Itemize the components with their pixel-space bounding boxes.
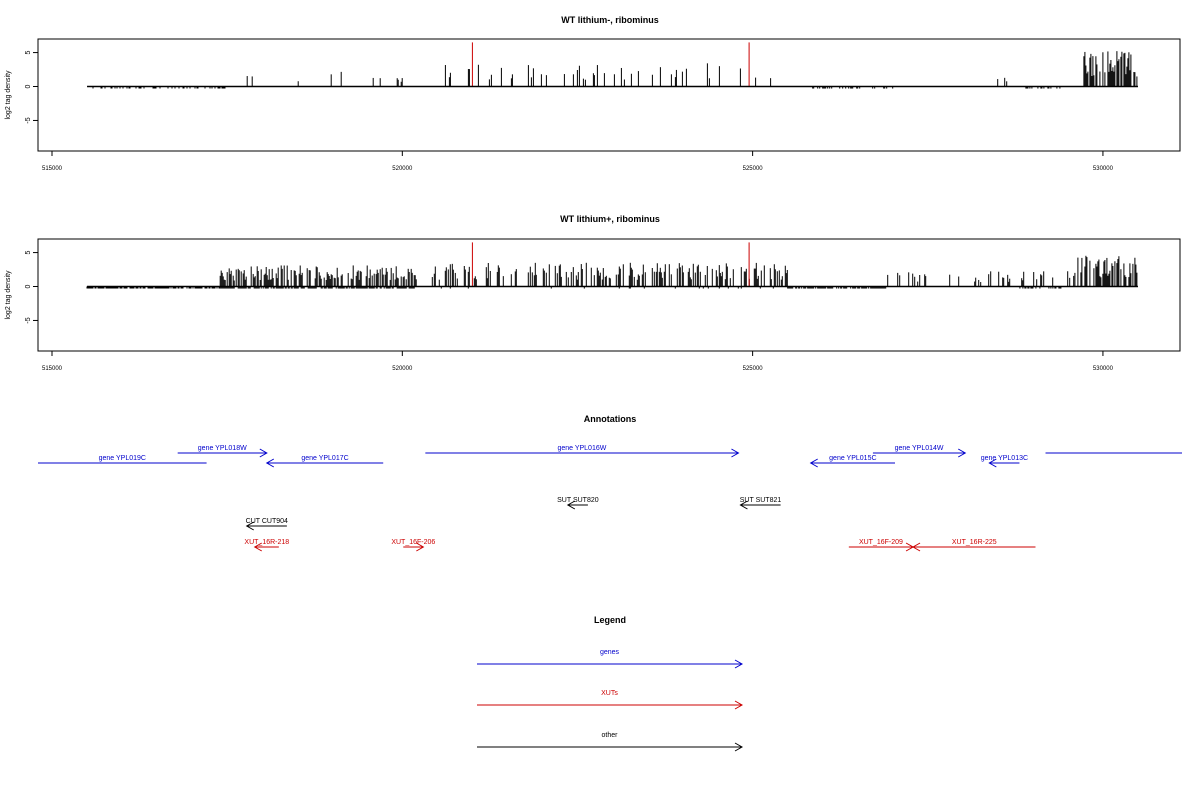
feature-label: XUT_16R-225 (952, 539, 997, 546)
feature-label: gene YPL013C (981, 455, 1028, 462)
bars-layer (86, 242, 1138, 289)
legend-item: genes (477, 649, 744, 669)
legend-arrowhead (734, 700, 744, 710)
feature-label: gene YPL018W (198, 445, 247, 452)
y-tick-label: -5 (25, 117, 32, 123)
annotation-feature: XUT_16R-218 (244, 539, 289, 552)
x-tick-label: 530000 (1093, 366, 1114, 372)
legend-label: XUTs (601, 690, 618, 697)
annotation-feature: gene YPL013C (981, 455, 1028, 468)
feature-arrowhead (245, 521, 254, 531)
feature-arrowhead (566, 500, 576, 510)
feature-label: SUT SUT821 (740, 497, 782, 504)
annotation-feature: XUT_16F-209 (848, 539, 915, 552)
feature-arrowhead (416, 542, 425, 552)
x-tick-label: 515000 (42, 166, 63, 172)
annotation-feature: XUT_16F-206 (391, 539, 435, 552)
x-tick-label: 525000 (743, 166, 764, 172)
legend-arrowhead (734, 659, 744, 669)
feature-arrowhead (809, 458, 818, 468)
feature-label: XUT_16R-218 (244, 539, 289, 546)
x-tick-label: 520000 (392, 166, 413, 172)
annotation-feature: gene YPL018W (177, 445, 268, 458)
annotation-feature: XUT_16R-225 (912, 539, 1036, 552)
axes-layer: -5 0 5 515000 520000 525000 530000 (25, 251, 1114, 372)
y-tick-label: -5 (25, 317, 32, 323)
feature-arrowhead (265, 458, 275, 468)
x-tick-label: 525000 (743, 366, 764, 372)
annotation-feature: gene YPL017C (265, 455, 384, 468)
y-axis-label: log2 tag density (5, 270, 12, 320)
y-tick-label: 0 (25, 84, 32, 88)
feature-label: XUT_16F-206 (391, 539, 435, 546)
plot-title: WT lithium-, ribominus (561, 15, 659, 25)
y-tick-label: 5 (25, 51, 32, 55)
annotation-feature: SUT SUT821 (739, 497, 782, 510)
feature-arrowhead (912, 542, 921, 552)
plot-frame (37, 38, 1181, 152)
annotation-feature: SUT SUT820 (557, 497, 599, 510)
feature-label: gene YPL015C (829, 455, 876, 462)
y-tick-label: 5 (25, 251, 32, 255)
legend-items: genes XUTs other (477, 649, 744, 752)
legend-label: genes (600, 649, 620, 656)
feature-label: gene YPL016W (557, 445, 606, 452)
legend: Legend genes XUTs other (477, 615, 744, 752)
feature-label: gene YPL019C (99, 455, 146, 462)
feature-label: gene YPL017C (301, 455, 348, 462)
track-plot-lithium-minus: WT lithium-, ribominus log2 tag density … (5, 15, 1181, 172)
feature-label: gene YPL014W (895, 445, 944, 452)
annotation-feature: gene YPL014W (872, 445, 967, 458)
feature-arrowhead (253, 542, 263, 552)
feature-label: SUT SUT820 (557, 497, 599, 504)
feature-label: CUT CUT904 (246, 518, 288, 525)
feature-arrowhead (988, 458, 997, 468)
legend-title: Legend (594, 615, 626, 625)
legend-arrowhead (734, 742, 744, 752)
feature-label: XUT_16F-209 (859, 539, 903, 546)
feature-arrowhead (739, 500, 748, 510)
annotation-feature: CUT CUT904 (245, 518, 288, 531)
annotation-feature: gene YPL016W (425, 445, 740, 458)
x-tick-label: 520000 (392, 366, 413, 372)
y-axis-label: log2 tag density (5, 70, 12, 120)
annotations-title: Annotations (584, 414, 637, 424)
legend-item: other (477, 732, 744, 752)
plot-title: WT lithium+, ribominus (560, 214, 660, 224)
track-plot-lithium-plus: WT lithium+, ribominus log2 tag density … (5, 214, 1181, 372)
axes-layer: -5 0 5 515000 520000 525000 530000 (25, 51, 1114, 172)
x-tick-label: 515000 (42, 366, 63, 372)
legend-label: other (602, 732, 619, 739)
annotation-feature: gene YPL019C (38, 455, 207, 464)
legend-item: XUTs (477, 690, 744, 710)
plot-frame (37, 238, 1181, 352)
feature-arrowhead (957, 448, 967, 458)
feature-arrowhead (259, 448, 268, 458)
x-tick-label: 530000 (1093, 166, 1114, 172)
y-tick-label: 0 (25, 284, 32, 288)
bars-layer (87, 42, 1138, 89)
annotation-features: gene YPL019C gene YPL018W gene YPL017C gene… (38, 445, 1182, 552)
feature-arrowhead (731, 448, 740, 458)
annotation-feature: gene YPL015C (809, 455, 895, 468)
